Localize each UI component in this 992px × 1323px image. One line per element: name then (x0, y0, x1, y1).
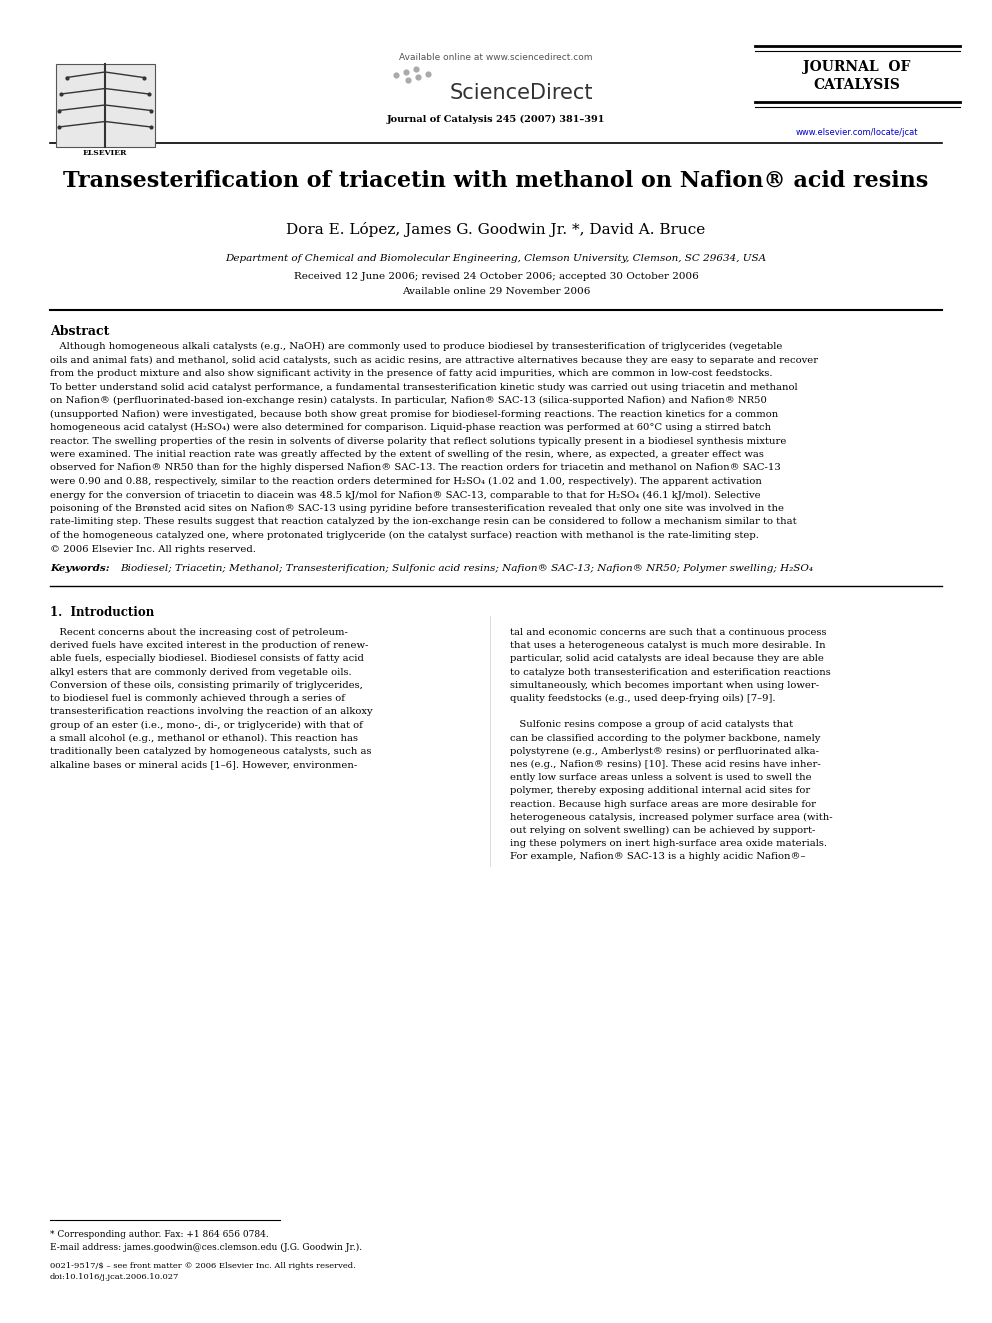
Text: poisoning of the Brønsted acid sites on Nafion® SAC-13 using pyridine before tra: poisoning of the Brønsted acid sites on … (50, 504, 784, 513)
Text: 1.  Introduction: 1. Introduction (50, 606, 154, 619)
Text: E-mail address: james.goodwin@ces.clemson.edu (J.G. Goodwin Jr.).: E-mail address: james.goodwin@ces.clemso… (50, 1244, 362, 1252)
Point (410, 66, 426, 87)
Text: Received 12 June 2006; revised 24 October 2006; accepted 30 October 2006: Received 12 June 2006; revised 24 Octobe… (294, 273, 698, 280)
Text: Although homogeneous alkali catalysts (e.g., NaOH) are commonly used to produce : Although homogeneous alkali catalysts (e… (50, 343, 783, 351)
Text: that uses a heterogeneous catalyst is much more desirable. In: that uses a heterogeneous catalyst is mu… (510, 642, 825, 650)
Text: alkaline bases or mineral acids [1–6]. However, environmen-: alkaline bases or mineral acids [1–6]. H… (50, 759, 357, 769)
Text: alkyl esters that are commonly derived from vegetable oils.: alkyl esters that are commonly derived f… (50, 668, 351, 676)
Text: www.elsevier.com/locate/jcat: www.elsevier.com/locate/jcat (796, 128, 919, 138)
Text: derived fuels have excited interest in the production of renew-: derived fuels have excited interest in t… (50, 642, 368, 650)
Text: Journal of Catalysis 245 (2007) 381–391: Journal of Catalysis 245 (2007) 381–391 (387, 115, 605, 124)
Text: observed for Nafion® NR50 than for the highly dispersed Nafion® SAC-13. The reac: observed for Nafion® NR50 than for the h… (50, 463, 781, 472)
Text: to biodiesel fuel is commonly achieved through a series of: to biodiesel fuel is commonly achieved t… (50, 695, 345, 703)
Text: traditionally been catalyzed by homogeneous catalysts, such as: traditionally been catalyzed by homogene… (50, 746, 371, 755)
Text: out relying on solvent swelling) can be achieved by support-: out relying on solvent swelling) can be … (510, 826, 815, 835)
Text: CATALYSIS: CATALYSIS (813, 78, 901, 93)
Text: on Nafion® (perfluorinated-based ion-exchange resin) catalysts. In particular, N: on Nafion® (perfluorinated-based ion-exc… (50, 396, 767, 405)
Text: * Corresponding author. Fax: +1 864 656 0784.: * Corresponding author. Fax: +1 864 656 … (50, 1230, 269, 1240)
Text: ELSEVIER: ELSEVIER (82, 148, 127, 156)
Text: ScienceDirect: ScienceDirect (450, 83, 593, 103)
Text: Keywords:: Keywords: (50, 564, 110, 573)
Text: were examined. The initial reaction rate was greatly affected by the extent of s: were examined. The initial reaction rate… (50, 450, 764, 459)
Text: For example, Nafion® SAC-13 is a highly acidic Nafion®–: For example, Nafion® SAC-13 is a highly … (510, 852, 806, 861)
Text: ently low surface areas unless a solvent is used to swell the: ently low surface areas unless a solvent… (510, 773, 811, 782)
Point (400, 69, 416, 90)
Text: oils and animal fats) and methanol, solid acid catalysts, such as acidic resins,: oils and animal fats) and methanol, soli… (50, 356, 818, 365)
Text: of the homogeneous catalyzed one, where protonated triglyceride (on the catalyst: of the homogeneous catalyzed one, where … (50, 531, 759, 540)
Text: 0021-9517/$ – see front matter © 2006 Elsevier Inc. All rights reserved.: 0021-9517/$ – see front matter © 2006 El… (50, 1262, 356, 1270)
Text: polystyrene (e.g., Amberlyst® resins) or perfluorinated alka-: polystyrene (e.g., Amberlyst® resins) or… (510, 746, 819, 755)
Text: Biodiesel; Triacetin; Methanol; Transesterification; Sulfonic acid resins; Nafio: Biodiesel; Triacetin; Methanol; Transest… (120, 564, 813, 573)
Text: doi:10.1016/j.jcat.2006.10.027: doi:10.1016/j.jcat.2006.10.027 (50, 1273, 180, 1281)
Text: quality feedstocks (e.g., used deep-frying oils) [7–9].: quality feedstocks (e.g., used deep-fryi… (510, 695, 776, 703)
Text: tal and economic concerns are such that a continuous process: tal and economic concerns are such that … (510, 628, 826, 636)
Text: from the product mixture and also show significant activity in the presence of f: from the product mixture and also show s… (50, 369, 773, 378)
Text: able fuels, especially biodiesel. Biodiesel consists of fatty acid: able fuels, especially biodiesel. Biodie… (50, 655, 364, 663)
Text: JOURNAL  OF: JOURNAL OF (804, 60, 911, 74)
Text: © 2006 Elsevier Inc. All rights reserved.: © 2006 Elsevier Inc. All rights reserved… (50, 545, 256, 553)
Text: rate-limiting step. These results suggest that reaction catalyzed by the ion-exc: rate-limiting step. These results sugges… (50, 517, 797, 527)
Text: To better understand solid acid catalyst performance, a fundamental transesterif: To better understand solid acid catalyst… (50, 382, 798, 392)
Text: polymer, thereby exposing additional internal acid sites for: polymer, thereby exposing additional int… (510, 786, 810, 795)
Point (408, 58, 424, 79)
Text: group of an ester (i.e., mono-, di-, or triglyceride) with that of: group of an ester (i.e., mono-, di-, or … (50, 721, 363, 729)
Text: Dora E. López, James G. Goodwin Jr. *, David A. Bruce: Dora E. López, James G. Goodwin Jr. *, D… (287, 222, 705, 237)
Point (398, 61, 414, 82)
Text: Recent concerns about the increasing cost of petroleum-: Recent concerns about the increasing cos… (50, 628, 348, 636)
Point (420, 64, 435, 85)
Text: can be classified according to the polymer backbone, namely: can be classified according to the polym… (510, 733, 820, 742)
Bar (56, 65, 155, 147)
Text: homogeneous acid catalyst (H₂SO₄) were also determined for comparison. Liquid-ph: homogeneous acid catalyst (H₂SO₄) were a… (50, 423, 771, 433)
Text: Conversion of these oils, consisting primarily of triglycerides,: Conversion of these oils, consisting pri… (50, 681, 363, 689)
Text: nes (e.g., Nafion® resins) [10]. These acid resins have inher-: nes (e.g., Nafion® resins) [10]. These a… (510, 759, 820, 769)
Text: simultaneously, which becomes important when using lower-: simultaneously, which becomes important … (510, 681, 819, 689)
Text: particular, solid acid catalysts are ideal because they are able: particular, solid acid catalysts are ide… (510, 655, 824, 663)
Text: Available online 29 November 2006: Available online 29 November 2006 (402, 287, 590, 296)
Text: Sulfonic resins compose a group of acid catalysts that: Sulfonic resins compose a group of acid … (510, 721, 794, 729)
Text: transesterification reactions involving the reaction of an alkoxy: transesterification reactions involving … (50, 708, 373, 716)
Text: (unsupported Nafion) were investigated, because both show great promise for biod: (unsupported Nafion) were investigated, … (50, 410, 779, 418)
Text: were 0.90 and 0.88, respectively, similar to the reaction orders determined for : were 0.90 and 0.88, respectively, simila… (50, 478, 762, 486)
Text: Transesterification of triacetin with methanol on Nafion® acid resins: Transesterification of triacetin with me… (63, 169, 929, 192)
Text: reactor. The swelling properties of the resin in solvents of diverse polarity th: reactor. The swelling properties of the … (50, 437, 787, 446)
Text: to catalyze both transesterification and esterification reactions: to catalyze both transesterification and… (510, 668, 830, 676)
Point (388, 65, 404, 86)
Text: Abstract: Abstract (50, 325, 109, 337)
Text: heterogeneous catalysis, increased polymer surface area (with-: heterogeneous catalysis, increased polym… (510, 812, 832, 822)
Text: Department of Chemical and Biomolecular Engineering, Clemson University, Clemson: Department of Chemical and Biomolecular … (225, 254, 767, 263)
Text: Available online at www.sciencedirect.com: Available online at www.sciencedirect.co… (399, 53, 593, 62)
Text: energy for the conversion of triacetin to diacein was 48.5 kJ/mol for Nafion® SA: energy for the conversion of triacetin t… (50, 491, 761, 500)
Text: ing these polymers on inert high-surface area oxide materials.: ing these polymers on inert high-surface… (510, 839, 827, 848)
Text: reaction. Because high surface areas are more desirable for: reaction. Because high surface areas are… (510, 799, 816, 808)
Text: a small alcohol (e.g., methanol or ethanol). This reaction has: a small alcohol (e.g., methanol or ethan… (50, 733, 358, 742)
